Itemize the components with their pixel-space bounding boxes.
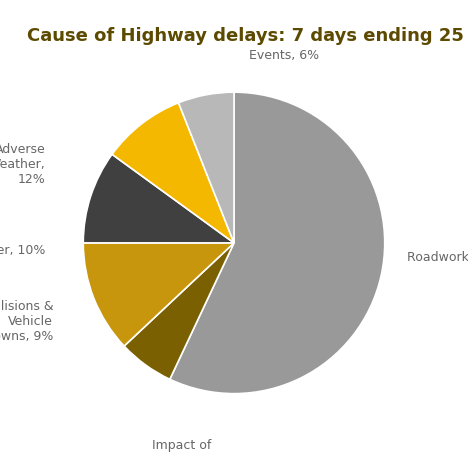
Text: Cause of Highway delays: 7 days ending 25 May: Cause of Highway delays: 7 days ending 2… (27, 27, 468, 44)
Wedge shape (83, 154, 234, 243)
Text: Other, 10%: Other, 10% (0, 244, 45, 257)
Wedge shape (112, 103, 234, 243)
Text: Adverse
Weather,
12%: Adverse Weather, 12% (0, 143, 45, 186)
Wedge shape (124, 243, 234, 379)
Text: Events, 6%: Events, 6% (249, 49, 319, 62)
Wedge shape (178, 92, 234, 243)
Wedge shape (170, 92, 385, 394)
Wedge shape (83, 243, 234, 346)
Text: Collisions &
Vehicle
Breakdowns, 9%: Collisions & Vehicle Breakdowns, 9% (0, 300, 53, 343)
Text: Roadworks, 57%: Roadworks, 57% (407, 252, 468, 265)
Text: Impact of
Motorway
incidents, 6%: Impact of Motorway incidents, 6% (139, 439, 224, 454)
